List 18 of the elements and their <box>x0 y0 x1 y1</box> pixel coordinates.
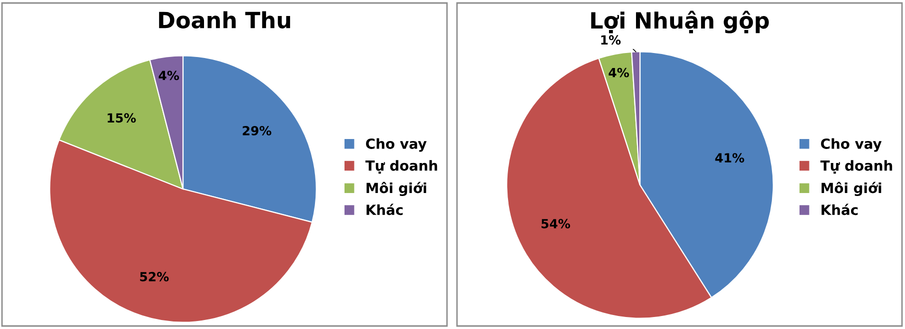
data-label: 41% <box>715 153 744 163</box>
data-label: 4% <box>608 68 629 78</box>
legend-label: Cho vay <box>366 138 427 152</box>
legend-label: Tự doanh <box>365 160 438 174</box>
data-label: 29% <box>242 126 272 136</box>
data-label: 4% <box>158 70 180 80</box>
legend-label: Tự doanh <box>820 160 892 174</box>
data-label: 52% <box>140 272 169 282</box>
data-label: 1% <box>601 35 621 45</box>
data-label: 15% <box>108 113 136 123</box>
chart-title: Lợi Nhuận gộp <box>591 10 769 34</box>
legend-label: Môi giới <box>366 182 426 196</box>
legend-label: Khác <box>822 204 858 216</box>
legend-label: Cho vay <box>821 138 882 152</box>
chart-title: Doanh Thu <box>159 11 290 28</box>
legend-label: Môi giới <box>822 182 882 196</box>
legend-label: Khác <box>366 204 403 216</box>
data-label: 54% <box>542 218 570 228</box>
